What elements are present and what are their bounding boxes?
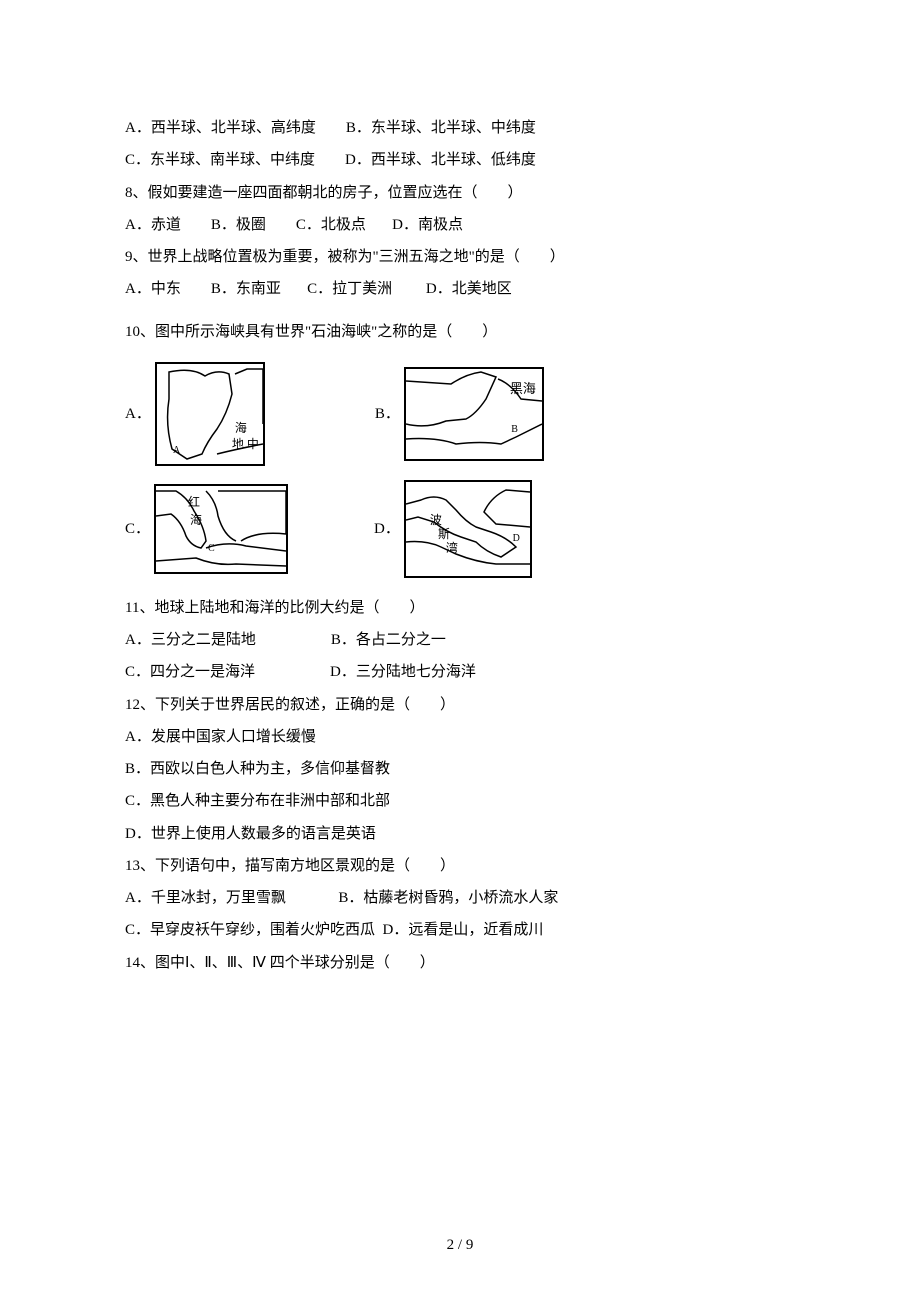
q12-opt-d: D．世界上使用人数最多的语言是英语: [125, 818, 795, 850]
q9-opt-d: D．北美地区: [426, 281, 512, 297]
q10-stem: 10、图中所示海峡具有世界"石油海峡"之称的是（ ）: [125, 316, 795, 348]
q11-options-row1: A．三分之二是陆地 B．各占二分之一: [125, 624, 795, 656]
q8-opt-b: B．极圈: [211, 217, 266, 233]
q8-options: A．赤道 B．极圈 C．北极点 D．南极点: [125, 209, 795, 241]
q10-map-c: 红 海 C: [154, 484, 288, 574]
q10-row2: C． 红 海 C D．: [125, 480, 795, 578]
q8-stem: 8、假如要建造一座四面都朝北的房子，位置应选在（ ）: [125, 177, 795, 209]
q11-opt-d: D．三分陆地七分海洋: [330, 664, 476, 680]
q11-options-row2: C．四分之一是海洋 D．三分陆地七分海洋: [125, 656, 795, 688]
q12-opt-a: A．发展中国家人口增长缓慢: [125, 721, 795, 753]
q10-map-b: 黑海 B: [404, 367, 544, 461]
q10-opt-b-label: B．: [375, 398, 400, 430]
map-c-label2: 海: [190, 508, 202, 534]
q9-stem: 9、世界上战略位置极为重要，被称为"三洲五海之地"的是（ ）: [125, 241, 795, 273]
q7-opt-b: B．东半球、北半球、中纬度: [346, 120, 536, 136]
q11-opt-b: B．各占二分之一: [331, 632, 446, 648]
q14-stem: 14、图中Ⅰ、Ⅱ、Ⅲ、Ⅳ 四个半球分别是（ ）: [125, 947, 795, 979]
q12-opt-b: B．西欧以白色人种为主，多信仰基督教: [125, 753, 795, 785]
page-footer: 2 / 9: [0, 1237, 920, 1254]
q8-opt-c: C．北极点: [296, 217, 366, 233]
map-b-label: 黑海: [510, 375, 536, 403]
q7-opt-c: C．东半球、南半球、中纬度: [125, 152, 315, 168]
q11-stem: 11、地球上陆地和海洋的比例大约是（ ）: [125, 592, 795, 624]
q8-opt-d: D．南极点: [392, 217, 463, 233]
map-a-label2: 地 中: [232, 432, 259, 458]
q10-opt-d-label: D．: [374, 513, 400, 545]
q7-options-row1: A．西半球、北半球、高纬度 B．东半球、北半球、中纬度: [125, 112, 795, 144]
q10-map-d: 波 斯 湾 D: [404, 480, 532, 578]
q13-opt-d: D．远看是山，近看成川: [383, 922, 544, 938]
q8-opt-a: A．赤道: [125, 217, 181, 233]
page-content: A．西半球、北半球、高纬度 B．东半球、北半球、中纬度 C．东半球、南半球、中纬…: [0, 0, 920, 979]
map-d-svg: [406, 482, 530, 576]
q9-options: A．中东 B．东南亚 C．拉丁美洲 D．北美地区: [125, 273, 795, 305]
q10-opt-c-label: C．: [125, 513, 150, 545]
q13-opt-b: B．枯藤老树昏鸦，小桥流水人家: [338, 890, 558, 906]
q13-options-row2: C．早穿皮袄午穿纱，围着火炉吃西瓜 D．远看是山，近看成川: [125, 914, 795, 946]
q7-opt-a: A．西半球、北半球、高纬度: [125, 120, 316, 136]
map-c-svg: [156, 486, 286, 572]
q9-opt-b: B．东南亚: [211, 281, 281, 297]
q10-map-a: 海 地 中 A: [155, 362, 265, 466]
q10-row1: A． 海 地 中 A B．: [125, 362, 795, 466]
q7-options-row2: C．东半球、南半球、中纬度 D．西半球、北半球、低纬度: [125, 144, 795, 176]
q9-opt-a: A．中东: [125, 281, 181, 297]
q13-opt-c: C．早穿皮袄午穿纱，围着火炉吃西瓜: [125, 922, 375, 938]
q11-opt-a: A．三分之二是陆地: [125, 632, 256, 648]
q11-opt-c: C．四分之一是海洋: [125, 664, 255, 680]
q12-stem: 12、下列关于世界居民的叙述，正确的是（ ）: [125, 689, 795, 721]
q10-opt-a-label: A．: [125, 398, 151, 430]
q13-opt-a: A．千里冰封，万里雪飘: [125, 890, 286, 906]
q12-opt-c: C．黑色人种主要分布在非洲中部和北部: [125, 785, 795, 817]
q13-stem: 13、下列语句中，描写南方地区景观的是（ ）: [125, 850, 795, 882]
q13-options-row1: A．千里冰封，万里雪飘 B．枯藤老树昏鸦，小桥流水人家: [125, 882, 795, 914]
q9-opt-c: C．拉丁美洲: [307, 281, 392, 297]
q7-opt-d: D．西半球、北半球、低纬度: [345, 152, 536, 168]
map-d-label3: 湾: [446, 536, 458, 562]
q10-images: A． 海 地 中 A B．: [125, 362, 795, 578]
